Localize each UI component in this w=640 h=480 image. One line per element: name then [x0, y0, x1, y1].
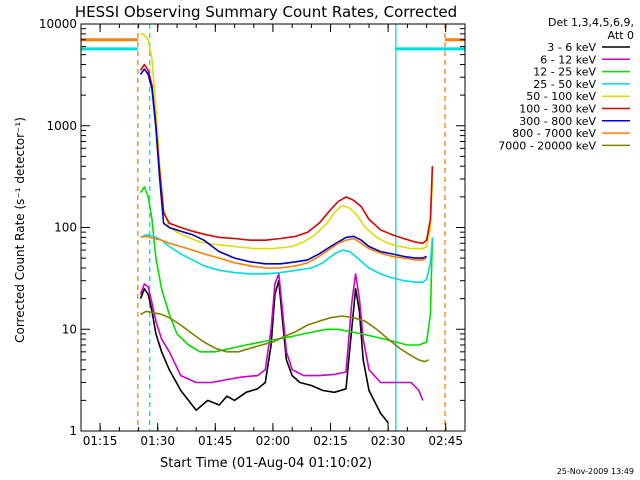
- legend-label-7: 800 - 7000 keV: [512, 127, 596, 140]
- series-line-7: [140, 235, 427, 269]
- axes: 01:15 01:30 01:45 02:00 02:15 02:30 02:45 1 10 10…: [39, 17, 466, 448]
- series-line-6: [139, 68, 427, 265]
- legend-label-1: 6 - 12 keV: [540, 53, 596, 66]
- series-line-8: [140, 310, 429, 363]
- timestamp: 25-Nov-2009 13:49: [557, 467, 634, 476]
- y-axis-label: Corrected Count Rate (s⁻¹ detector⁻¹): [13, 117, 27, 343]
- plot-frame: [80, 23, 466, 432]
- x-tick-label-1: 01:30: [140, 434, 175, 448]
- legend-header-line-2: Att 0: [608, 29, 634, 42]
- series-line-5: [139, 63, 434, 245]
- series-line-1: [139, 273, 424, 401]
- chart-title: HESSI Observing Summary Count Rates, Cor…: [75, 3, 457, 21]
- x-tick-label-6: 02:45: [428, 434, 463, 448]
- series-line-0: [139, 279, 389, 424]
- series-lines: [139, 33, 434, 424]
- legend-label-8: 7000 - 20000 keV: [498, 139, 596, 152]
- x-tick-label-5: 02:30: [371, 434, 406, 448]
- series-line-4: [140, 33, 434, 250]
- x-tick-label-2: 01:45: [198, 434, 233, 448]
- legend-label-5: 100 - 300 keV: [519, 103, 596, 116]
- x-tick-label-0: 01:15: [83, 434, 118, 448]
- legend-label-4: 50 - 100 keV: [526, 90, 596, 103]
- y-tick-label-4: 10000: [39, 17, 77, 31]
- x-tick-label-4: 02:15: [313, 434, 348, 448]
- x-axis-label: Start Time (01-Aug-04 01:10:02): [160, 456, 372, 471]
- y-tick-label-0: 1: [69, 424, 77, 438]
- series-line-3: [140, 233, 434, 284]
- legend-label-6: 300 - 800 keV: [519, 115, 596, 128]
- y-tick-label-2: 100: [54, 221, 77, 235]
- x-tick-label-3: 02:00: [256, 434, 291, 448]
- legend-label-0: 3 - 6 keV: [547, 41, 596, 54]
- legend-label-2: 12 - 25 keV: [533, 66, 596, 79]
- legend-label-3: 25 - 50 keV: [533, 78, 596, 91]
- y-tick-label-1: 10: [62, 322, 77, 336]
- legend-header-line-1: Det 1,3,4,5,6,9,: [548, 16, 634, 29]
- event-markers: [81, 24, 465, 431]
- series-line-2: [139, 186, 434, 353]
- y-tick-label-3: 1000: [46, 119, 77, 133]
